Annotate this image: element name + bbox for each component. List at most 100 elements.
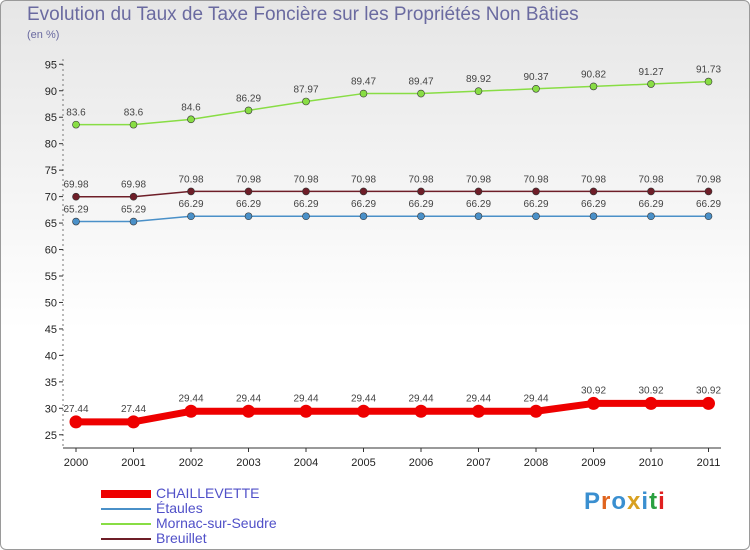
data-point-breuillet (72, 192, 80, 201)
data-point-chaillevette (644, 396, 658, 410)
data-point-breuillet (359, 187, 368, 196)
x-tick-label: 2000 (64, 457, 88, 469)
data-label-breuillet: 70.98 (638, 174, 663, 185)
data-point-etaules (187, 212, 195, 221)
data-point-chaillevette (587, 396, 600, 410)
legend-label: CHAILLEVETTE (156, 485, 260, 501)
data-label-chaillevette: 29.44 (293, 393, 318, 404)
logo-letter: i (658, 488, 666, 515)
data-label-chaillevette: 29.44 (523, 393, 548, 404)
data-point-breuillet (302, 187, 310, 196)
y-tick-label: 85 (45, 112, 57, 124)
data-label-breuillet: 70.98 (696, 174, 721, 185)
y-tick-label: 75 (45, 165, 57, 177)
data-point-breuillet (532, 187, 540, 196)
y-tick-label: 40 (45, 350, 57, 362)
series-line-mornac-sur-seudre (76, 80, 709, 126)
y-tick-label: 80 (45, 139, 57, 151)
data-label-mornac-sur-seudre: 89.47 (408, 77, 433, 88)
data-label-etaules: 66.29 (293, 199, 318, 210)
data-label-etaules: 66.29 (178, 199, 203, 210)
y-tick-label: 95 (45, 59, 57, 71)
x-tick-label: 2007 (466, 457, 490, 469)
data-point-chaillevette (414, 404, 428, 418)
legend-label: Breuillet (156, 530, 207, 546)
x-tick-label: 2006 (409, 457, 433, 469)
legend-item-breuillet: Breuillet (101, 531, 361, 546)
legend-label: Mornac-sur-Seudre (156, 515, 277, 531)
y-tick-label: 70 (45, 192, 57, 204)
data-label-breuillet: 69.98 (121, 180, 146, 191)
legend-item-mornac-sur-seudre: Mornac-sur-Seudre (101, 516, 361, 531)
legend-swatch (101, 538, 151, 540)
data-label-mornac-sur-seudre: 89.92 (466, 74, 491, 85)
x-tick-label: 2004 (294, 457, 318, 469)
data-point-mornac-sur-seudre (187, 115, 195, 124)
x-tick-label: 2002 (179, 457, 203, 469)
data-label-breuillet: 70.98 (178, 174, 203, 185)
data-point-etaules (244, 212, 253, 221)
data-label-breuillet: 70.98 (351, 174, 376, 185)
logo-letter: o (611, 488, 628, 515)
chart-title: Evolution du Taux de Taxe Foncière sur l… (27, 4, 579, 25)
data-point-breuillet (129, 192, 138, 201)
data-label-breuillet: 70.98 (408, 174, 433, 185)
chart-subtitle: (en %) (27, 29, 60, 41)
legend-item-chaillevette: CHAILLEVETTE (101, 486, 361, 501)
data-point-etaules (589, 212, 598, 221)
data-label-mornac-sur-seudre: 87.97 (293, 84, 318, 95)
legend-label: Étaules (156, 500, 203, 516)
data-point-mornac-sur-seudre (474, 87, 483, 95)
y-tick-label: 90 (45, 86, 57, 98)
data-point-breuillet (187, 187, 195, 196)
data-point-breuillet (474, 187, 483, 196)
logo-letter: x (627, 488, 642, 515)
y-tick-label: 55 (45, 271, 57, 283)
chart-legend: CHAILLEVETTE Étaules Mornac-sur-Seudre Breu… (101, 486, 361, 546)
data-label-etaules: 65.29 (63, 205, 88, 216)
data-label-etaules: 66.29 (638, 199, 663, 210)
data-label-chaillevette: 29.44 (351, 393, 376, 404)
x-tick-label: 2005 (351, 457, 375, 469)
x-tick-label: 2009 (581, 457, 605, 469)
data-point-chaillevette (529, 404, 543, 418)
data-point-etaules (417, 212, 425, 221)
data-point-etaules (704, 212, 713, 221)
data-label-breuillet: 70.98 (523, 174, 548, 185)
data-label-mornac-sur-seudre: 91.27 (638, 67, 663, 78)
data-label-mornac-sur-seudre: 91.73 (696, 65, 721, 76)
data-label-etaules: 66.29 (351, 199, 376, 210)
data-label-etaules: 65.29 (121, 205, 146, 216)
legend-swatch (101, 523, 151, 525)
data-point-etaules (129, 217, 138, 226)
data-point-chaillevette (184, 404, 198, 418)
data-point-breuillet (417, 187, 425, 196)
data-point-etaules (474, 212, 483, 221)
data-point-mornac-sur-seudre (417, 89, 425, 98)
data-point-mornac-sur-seudre (647, 80, 655, 88)
data-label-chaillevette: 29.44 (178, 393, 203, 404)
data-label-chaillevette: 30.92 (638, 385, 663, 396)
data-label-chaillevette: 27.44 (63, 404, 88, 415)
data-label-chaillevette: 29.44 (236, 393, 261, 404)
data-point-chaillevette (357, 404, 370, 418)
legend-item-etaules: Étaules (101, 501, 361, 516)
data-label-mornac-sur-seudre: 90.82 (581, 69, 606, 80)
data-label-breuillet: 69.98 (63, 180, 88, 191)
data-label-chaillevette: 29.44 (466, 393, 491, 404)
logo-letter: r (601, 488, 612, 515)
y-tick-label: 65 (45, 218, 57, 230)
y-tick-label: 50 (45, 297, 57, 309)
data-point-etaules (359, 212, 368, 221)
data-label-breuillet: 70.98 (236, 174, 261, 185)
data-point-mornac-sur-seudre (244, 106, 253, 115)
data-point-etaules (302, 212, 310, 221)
series-line-etaules (76, 215, 709, 223)
data-label-etaules: 66.29 (408, 199, 433, 210)
y-tick-label: 25 (45, 430, 57, 442)
data-point-etaules (532, 212, 540, 221)
x-tick-label: 2001 (121, 457, 145, 469)
data-label-etaules: 66.29 (466, 199, 491, 210)
data-label-chaillevette: 29.44 (408, 393, 433, 404)
data-label-chaillevette: 27.44 (121, 404, 146, 415)
